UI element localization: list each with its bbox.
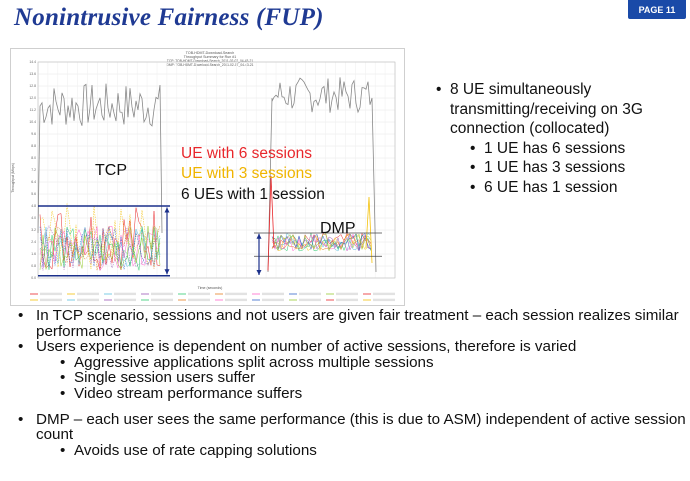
tcp-session-line [39, 225, 161, 270]
finding-sub-bullet: Video stream performance suffers [14, 386, 686, 402]
tcp-label: TCP [95, 162, 127, 179]
dmp-label: DMP [320, 220, 356, 237]
y-tick-label: 0.0 [31, 276, 36, 280]
y-tick-label: 7.2 [31, 168, 36, 172]
tcp-session-line [39, 226, 161, 270]
legend-text-placeholder [188, 292, 210, 296]
throughput-chart: TOB-HDMT-Download-Search Throughput Summ… [10, 48, 405, 306]
y-tick-label: 0.8 [31, 264, 36, 268]
legend-text-placeholder [373, 298, 395, 302]
page-number-badge: PAGE 11 [628, 0, 686, 19]
tcp-aggregate-line [37, 83, 163, 234]
legend-text-placeholder [299, 292, 321, 296]
tcp-session-line [39, 203, 161, 270]
legend-text-placeholder [336, 292, 358, 296]
chart-tiny-line-dmp: DMP: TOB-HDMT-Download-Search_2011-02-07… [166, 63, 253, 67]
finding-sub-bullet: Single session users suffer [14, 370, 686, 386]
legend-text-placeholder [188, 298, 210, 302]
y-tick-label: 10.4 [29, 120, 36, 124]
y-tick-label: 8.0 [31, 156, 36, 160]
y-tick-label: 6.4 [31, 180, 36, 184]
chart-tiny-title: TOB-HDMT-Download-Search [186, 51, 234, 55]
y-tick-label: 3.2 [31, 228, 36, 232]
ue1-label: 6 UEs with 1 session [181, 186, 325, 203]
chart-tiny-line-tcp: TCP: TOB-HDMT-Download-Search_2011-02-07… [167, 59, 253, 63]
y-tick-label: 14.4 [29, 60, 36, 64]
y-axis-label: Throughput (Mbps) [11, 163, 15, 193]
dmp-session-line [271, 232, 372, 251]
y-tick-label: 4.8 [31, 204, 36, 208]
legend-text-placeholder [262, 292, 284, 296]
scenario-sub-bullet: 6 UE has 1 session [436, 178, 686, 198]
legend-text-placeholder [77, 298, 99, 302]
ue3-label: UE with 3 sessions [181, 165, 312, 182]
ue6-label: UE with 6 sessions [181, 145, 312, 162]
finding-sub-bullet: Aggressive applications split across mul… [14, 355, 686, 371]
ue3-spike [365, 196, 373, 264]
y-tick-label: 12.0 [29, 96, 36, 100]
legend-text-placeholder [151, 292, 173, 296]
scenario-bullets: 8 UE simultaneously transmitting/receivi… [436, 80, 686, 197]
page-title: Nonintrusive Fairness (FUP) [14, 4, 324, 31]
dmp-session-line [271, 233, 372, 252]
tcp-arrow-head-up [164, 207, 170, 213]
finding-bullet: DMP – each user sees the same performanc… [14, 411, 686, 443]
legend-text-placeholder [151, 298, 173, 302]
y-tick-label: 11.2 [30, 108, 36, 112]
legend-text-placeholder [114, 298, 136, 302]
dmp-session-line [271, 234, 372, 252]
dmp-arrow-head-down [256, 270, 262, 275]
y-tick-label: 1.6 [31, 252, 36, 256]
ue6-spike [267, 175, 275, 271]
tcp-session-line [39, 227, 161, 268]
finding-sub-bullet: Avoids use of rate capping solutions [14, 443, 686, 459]
finding-bullet: Users experience is dependent on number … [14, 339, 686, 355]
dmp-session-line [271, 233, 372, 252]
scenario-main-bullet: 8 UE simultaneously transmitting/receivi… [436, 80, 686, 139]
legend-text-placeholder [40, 292, 62, 296]
chart-tiny-subtitle: Throughput Summary for Run #1 [184, 55, 237, 59]
legend-text-placeholder [336, 298, 358, 302]
legend-text-placeholder [373, 292, 395, 296]
legend-text-placeholder [225, 292, 247, 296]
tcp-arrow-head-down [164, 269, 170, 275]
y-tick-label: 13.6 [29, 72, 36, 76]
findings-bullets: In TCP scenario, sessions and not users … [14, 308, 686, 458]
scenario-sub-bullet: 1 UE has 6 sessions [436, 139, 686, 159]
dmp-aggregate-line [267, 77, 377, 273]
y-tick-label: 8.8 [31, 144, 36, 148]
x-axis-label: Time (seconds) [198, 286, 223, 290]
y-tick-label: 2.4 [31, 240, 36, 244]
finding-bullet: In TCP scenario, sessions and not users … [14, 308, 686, 339]
legend-text-placeholder [225, 298, 247, 302]
legend-text-placeholder [77, 292, 99, 296]
legend-text-placeholder [114, 292, 136, 296]
dmp-arrow-head-up [256, 233, 262, 239]
plot-area [37, 61, 396, 279]
legend-text-placeholder [262, 298, 284, 302]
y-tick-label: 9.6 [31, 132, 36, 136]
y-tick-label: 5.6 [31, 192, 36, 196]
scenario-sub-bullet: 1 UE has 3 sessions [436, 158, 686, 178]
legend-text-placeholder [40, 298, 62, 302]
y-tick-label: 4.0 [31, 216, 36, 220]
y-tick-label: 12.8 [29, 84, 36, 88]
legend-text-placeholder [299, 298, 321, 302]
